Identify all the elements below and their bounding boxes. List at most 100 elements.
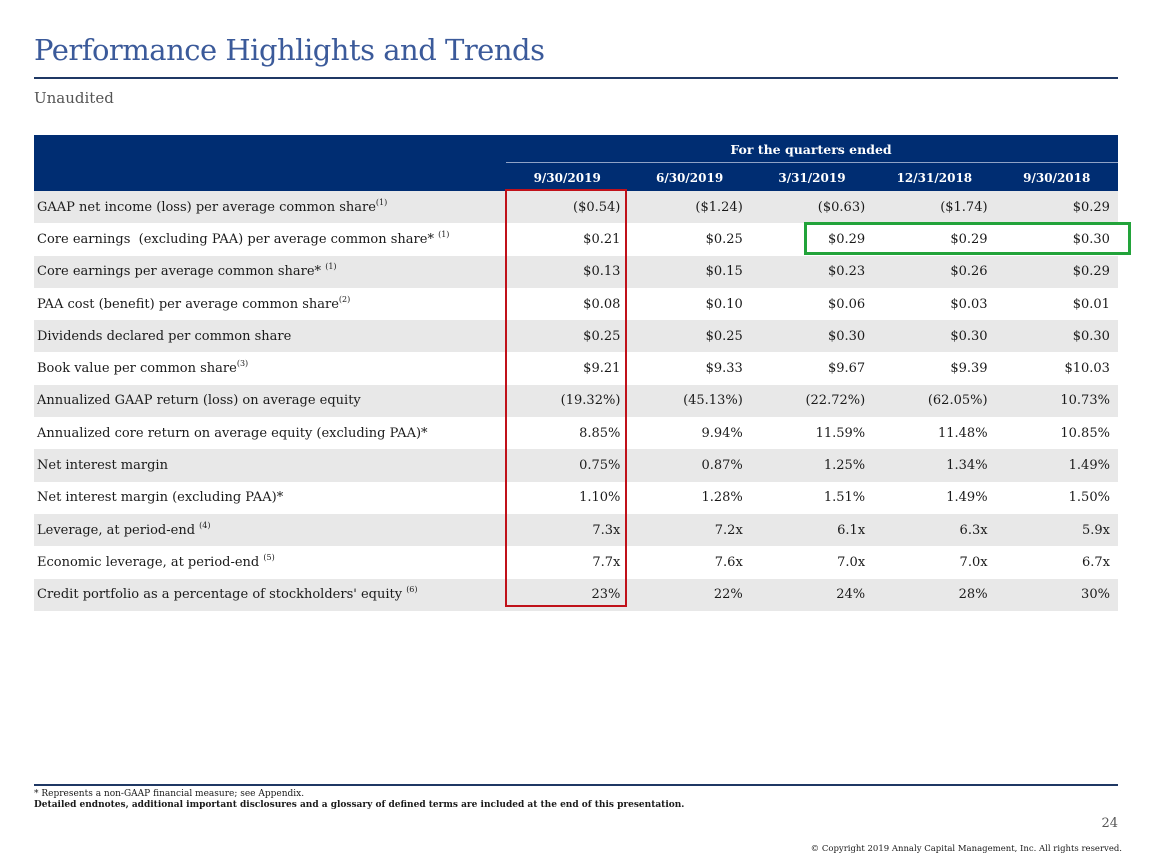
footnote-marker: (2) — [338, 294, 351, 304]
table-cell: 1.49% — [946, 490, 988, 506]
row-label: Core earnings per average common share* … — [34, 263, 506, 280]
table-cell: 28% — [958, 587, 988, 603]
table-cell: 24% — [836, 587, 866, 603]
table-cell: 7.2x — [714, 522, 743, 538]
table-cell: $0.29 — [827, 231, 866, 247]
column-header: 3/31/2019 — [778, 171, 846, 185]
row-label-text: Net interest margin (excluding PAA)* — [37, 490, 284, 506]
row-label-text: Leverage, at period-end — [37, 522, 200, 538]
table-cell: $0.21 — [583, 231, 621, 247]
footnote-marker: (6) — [406, 585, 418, 595]
table-row: Net interest margin 0.75% 0.87% 1.25% 1.34% 1… — [34, 449, 1118, 482]
table-cell: 9.94% — [701, 425, 743, 441]
footnote-marker: (3) — [236, 359, 249, 369]
row-label-text: PAA cost (benefit) per average common sh… — [37, 296, 339, 312]
column-header: 6/30/2019 — [655, 171, 724, 185]
table-cell: (62.05%) — [927, 393, 988, 409]
column-headers: 9/30/2019 6/30/2019 3/31/2019 12/31/2018… — [506, 171, 1118, 185]
row-label: Core earnings (excluding PAA) per averag… — [34, 229, 506, 247]
table-row: GAAP net income (loss) per average commo… — [34, 191, 1118, 224]
row-label: Net interest margin (excluding PAA)* — [34, 490, 506, 505]
table-cell: $0.25 — [705, 231, 743, 247]
table-cell: 11.48% — [937, 425, 988, 441]
page-subtitle: Unaudited — [34, 89, 114, 107]
footnote-non-gaap: * Represents a non-GAAP financial measur… — [34, 789, 305, 799]
table-cell: 6.3x — [959, 522, 988, 538]
table-cell: $0.23 — [827, 264, 866, 280]
table-cell: 0.87% — [701, 458, 743, 474]
table-row: Core earnings (excluding PAA) per averag… — [34, 223, 1118, 256]
row-label-text: Credit portfolio as a percentage of stoc… — [37, 587, 407, 603]
row-label: Net interest margin — [34, 458, 506, 473]
table-cell: $0.30 — [1072, 231, 1110, 247]
page-number: 24 — [1101, 816, 1118, 831]
column-header: 12/31/2018 — [896, 171, 973, 185]
table-body: GAAP net income (loss) per average commo… — [34, 191, 1118, 611]
table-cell: 7.6x — [714, 554, 743, 570]
table-cell: 1.50% — [1068, 490, 1110, 506]
table-cell: (19.32%) — [560, 393, 621, 409]
row-label-text: Annualized core return on average equity… — [37, 425, 428, 441]
table-cell: 7.7x — [592, 554, 621, 570]
table-cell: $0.30 — [827, 328, 866, 344]
header-divider — [506, 162, 1118, 163]
footnote-endnotes: Detailed endnotes, additional important … — [34, 800, 685, 810]
table-cell: ($0.63) — [817, 199, 866, 215]
table-cell: 23% — [591, 587, 621, 603]
table-row: Economic leverage, at period-end (5) 7.7x… — [34, 546, 1118, 579]
table-cell: 1.28% — [701, 490, 743, 506]
table-cell: $0.15 — [705, 264, 743, 280]
table-cell: $0.29 — [950, 231, 988, 247]
table-cell: 7.0x — [837, 554, 866, 570]
table-cell: 1.51% — [823, 490, 866, 506]
table-cell: (22.72%) — [805, 393, 866, 409]
row-label-text: GAAP net income (loss) per average commo… — [37, 199, 376, 215]
table-row: Annualized GAAP return (loss) on average… — [34, 384, 1118, 418]
row-label: Economic leverage, at period-end (5) — [34, 553, 506, 570]
table-cell: 11.59% — [815, 425, 866, 441]
table-cell: 8.85% — [579, 425, 621, 441]
table-cell: ($1.24) — [695, 199, 743, 215]
table-cell: $0.26 — [950, 264, 988, 280]
row-label-text: Core earnings per average common share* — [37, 264, 326, 280]
row-label: Annualized core return on average equity… — [34, 426, 506, 441]
table-row: Book value per common share(3) $9.21 $9.33… — [34, 352, 1118, 385]
footnote-marker: (1) — [438, 229, 450, 239]
row-label-text: Net interest margin — [37, 458, 168, 474]
table-cell: $0.29 — [1072, 199, 1110, 215]
table-cell: 6.1x — [837, 522, 866, 538]
table-cell: 30% — [1081, 587, 1110, 603]
table-cell: $0.01 — [1072, 296, 1110, 312]
column-group-label: For the quarters ended — [730, 142, 892, 157]
table-cell: ($0.54) — [573, 199, 621, 215]
table-row: Dividends declared per common share $0.25… — [34, 320, 1118, 353]
table-cell: $0.03 — [950, 296, 988, 312]
table-cell: $0.10 — [705, 296, 743, 312]
table-cell: $9.33 — [705, 361, 743, 377]
table-cell: ($1.74) — [940, 199, 988, 215]
table-cell: 0.75% — [579, 458, 621, 474]
row-label: GAAP net income (loss) per average commo… — [34, 198, 506, 215]
table-cell: $0.13 — [583, 264, 621, 280]
row-label: Dividends declared per common share — [34, 329, 506, 344]
row-label: Annualized GAAP return (loss) on average… — [34, 393, 506, 408]
table-cell: $0.06 — [827, 296, 866, 312]
table-cell: 1.49% — [1068, 458, 1110, 474]
row-label-text: Annualized GAAP return (loss) on average… — [37, 393, 361, 409]
table-cell: 22% — [713, 587, 743, 603]
highlight-box-core-earnings — [804, 222, 1131, 255]
row-label-text: Economic leverage, at period-end — [37, 554, 264, 570]
table-cell: $0.25 — [583, 328, 621, 344]
table-cell: 10.85% — [1060, 425, 1110, 441]
row-label-text: Dividends declared per common share — [37, 328, 292, 344]
table-cell: (45.13%) — [683, 393, 743, 409]
table-row: PAA cost (benefit) per average common sh… — [34, 287, 1118, 321]
table-cell: $9.39 — [950, 361, 988, 377]
table-row: Annualized core return on average equity… — [34, 417, 1118, 450]
table-cell: 1.10% — [579, 490, 621, 506]
page-title: Performance Highlights and Trends — [34, 33, 545, 67]
copyright-notice: © Copyright 2019 Annaly Capital Manageme… — [810, 844, 1122, 854]
table-cell: $0.08 — [583, 296, 621, 312]
highlight-box-current-quarter — [505, 189, 627, 607]
table-cell: 10.73% — [1060, 393, 1110, 409]
